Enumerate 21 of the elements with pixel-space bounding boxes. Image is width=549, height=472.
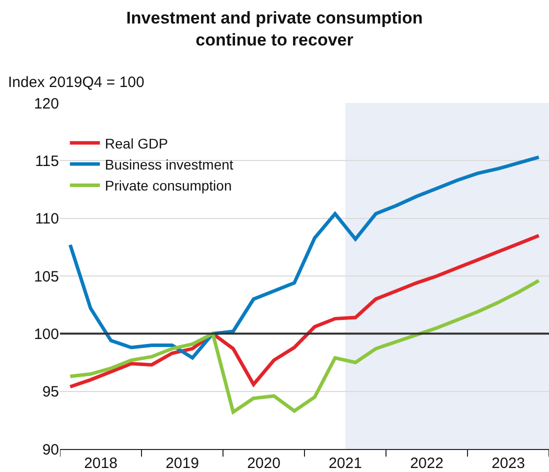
y-tick-label: 95	[42, 384, 59, 401]
legend-label: Real GDP	[104, 135, 168, 152]
x-tick-label: 2021	[328, 455, 362, 472]
y-tick-label: 105	[34, 268, 59, 286]
y-tick-label: 110	[35, 210, 59, 228]
x-tick-label: 2023	[492, 455, 525, 472]
line-series	[68, 234, 541, 388]
line-series	[68, 155, 541, 360]
y-tick-label: 120	[34, 95, 59, 112]
x-tick-label: 2020	[247, 455, 280, 472]
y-axis-title: Index 2019Q4 = 100	[8, 74, 144, 91]
y-tick-label: 115	[35, 152, 59, 170]
y-tick-label: 90	[42, 441, 59, 458]
chart-title: Investment and private consumption continue to recover	[126, 8, 423, 50]
y-tick-label: 100	[34, 326, 59, 343]
legend-label: Business investment	[104, 156, 234, 172]
line-series	[68, 278, 541, 414]
legend-label: Private consumption	[104, 178, 232, 194]
x-tick-label: 2019	[166, 455, 199, 472]
x-tick-label: 2018	[84, 455, 118, 472]
x-tick-label: 2022	[410, 455, 444, 472]
